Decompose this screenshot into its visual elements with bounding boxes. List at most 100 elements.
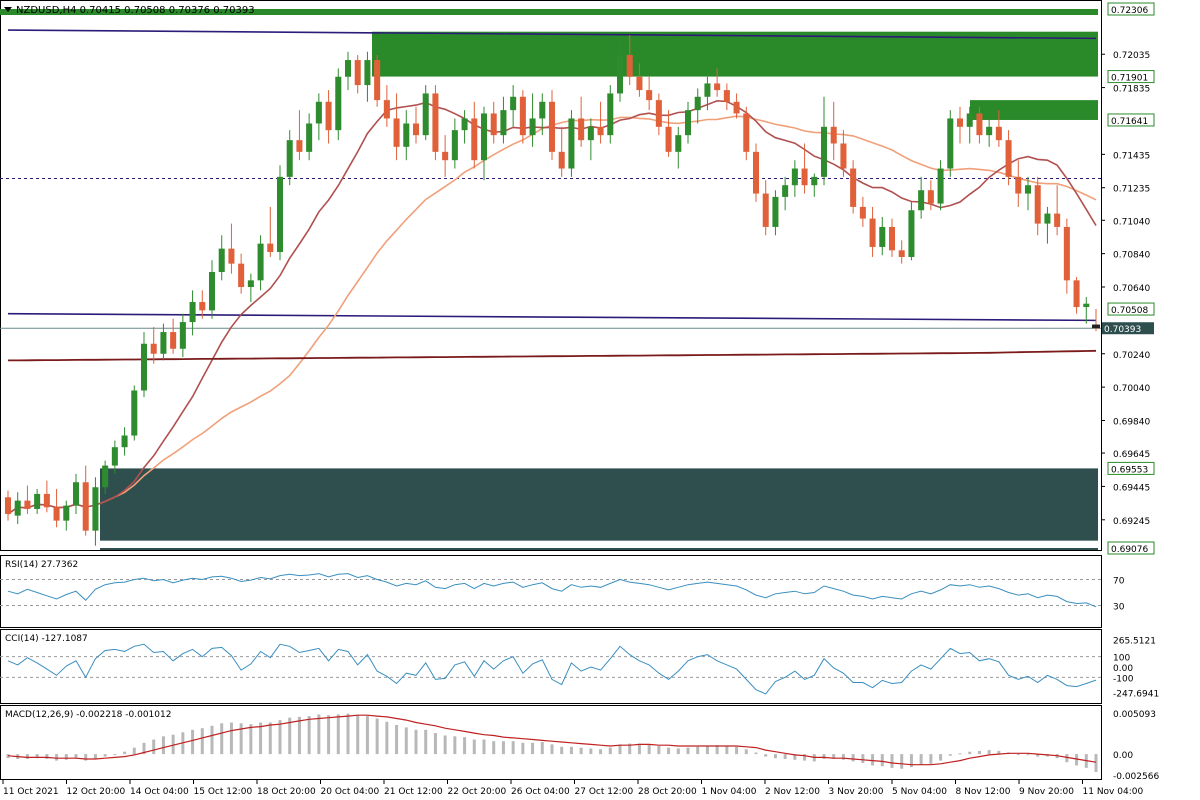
candle-body: [850, 168, 857, 207]
current-price-badge: [1102, 322, 1154, 335]
macd-histogram-bar: [152, 739, 156, 755]
candle-body: [723, 90, 730, 102]
macd-histogram-bar: [25, 754, 29, 759]
time-label: 12 Oct 20:00: [67, 787, 126, 797]
candle-body: [442, 151, 449, 161]
collapse-triangle-icon[interactable]: [4, 7, 12, 12]
candle: [694, 88, 701, 124]
macd-histogram-bar: [84, 754, 88, 761]
candle-body: [616, 55, 624, 94]
macd-histogram-bar: [336, 714, 340, 755]
moving-average-fast: [7, 99, 1097, 515]
trend-line: [7, 312, 1097, 322]
macd-histogram-bar: [482, 739, 486, 755]
candle-body: [772, 196, 779, 227]
candle-body: [1044, 213, 1051, 224]
candle-body: [267, 243, 274, 252]
candle: [1024, 176, 1032, 211]
candle-body: [160, 332, 167, 354]
candle: [801, 143, 808, 194]
price-label: 0.71235: [1113, 185, 1150, 195]
time-label: 21 Oct 12:00: [384, 787, 443, 797]
time-label: 2 Nov 12:00: [765, 787, 820, 797]
macd-histogram-bar: [987, 750, 991, 755]
price-label: 0.71435: [1113, 151, 1150, 161]
cci-line: [7, 643, 1097, 695]
candle-body: [170, 332, 177, 349]
candle-body: [1073, 280, 1080, 308]
candle: [548, 90, 556, 161]
candle: [898, 240, 905, 264]
candle: [82, 465, 89, 536]
macd-histogram-bar: [365, 716, 369, 755]
macd-histogram-bar: [531, 742, 535, 755]
time-label: 3 Nov 20:00: [829, 787, 884, 797]
candle: [199, 290, 206, 319]
price-label: 0.70840: [1113, 251, 1150, 261]
macd-histogram-bar: [249, 724, 253, 755]
price-label: 0.69840: [1113, 418, 1150, 428]
candle: [140, 332, 148, 398]
candle: [587, 118, 594, 161]
candle-body: [927, 190, 934, 204]
macd-histogram-bar: [822, 754, 826, 759]
candle: [218, 235, 225, 281]
candle: [529, 93, 536, 147]
candle: [393, 93, 400, 161]
macd-histogram-bar: [35, 754, 39, 759]
zone-dark: [100, 468, 1098, 541]
candle: [208, 260, 216, 319]
cci-title: CCI(14) -127.1087: [5, 634, 88, 644]
cci-level-label: 265.5121: [1113, 637, 1156, 647]
candle: [490, 101, 497, 144]
macd-histogram-bar: [667, 747, 671, 755]
candle-body: [888, 226, 896, 251]
macd-histogram-bar: [871, 754, 875, 766]
macd-histogram-bar: [890, 754, 894, 768]
candle-body: [1005, 140, 1012, 177]
macd-histogram-bar: [909, 754, 913, 768]
time-label: 9 Nov 20:00: [1019, 787, 1074, 797]
candle: [859, 196, 866, 227]
macd-histogram-bar: [832, 754, 836, 759]
candle-body: [626, 55, 633, 77]
macd-histogram-bar: [841, 754, 845, 760]
macd-histogram-bar: [501, 741, 505, 755]
candle: [665, 110, 672, 157]
macd-histogram-bar: [103, 754, 107, 757]
candle: [267, 206, 274, 257]
candle-body: [578, 118, 585, 141]
zone-green: [0, 9, 1098, 16]
price-label: 0.69645: [1113, 450, 1150, 460]
macd-histogram-bar: [268, 722, 272, 755]
candle: [102, 460, 109, 494]
candle: [626, 35, 633, 86]
macd-histogram-bar: [93, 754, 97, 759]
candle-body: [704, 83, 711, 97]
candle-body: [956, 118, 964, 127]
macd-histogram-bar: [74, 754, 78, 759]
level-label: 0.70508: [1111, 306, 1148, 316]
macd-histogram-bar: [404, 727, 408, 755]
candle: [947, 110, 954, 177]
macd-histogram-bar: [433, 733, 437, 755]
macd-histogram-bar: [657, 746, 661, 755]
candle-body: [879, 226, 886, 247]
macd-histogram-bar: [424, 729, 428, 755]
candle: [888, 218, 896, 257]
candle: [655, 93, 662, 136]
candle-body: [14, 500, 21, 516]
candle-body: [918, 190, 925, 211]
level-badge: [1107, 113, 1155, 127]
candle-body: [179, 322, 186, 349]
price-label: 0.69245: [1113, 517, 1150, 527]
candle-body: [63, 505, 70, 521]
level-badge: [1107, 461, 1155, 475]
candle: [684, 101, 692, 144]
macd-histogram-bar: [744, 749, 748, 755]
macd-histogram-bar: [696, 746, 700, 755]
candle-body: [121, 435, 128, 448]
macd-histogram-bar: [278, 720, 282, 755]
candle: [296, 110, 303, 161]
